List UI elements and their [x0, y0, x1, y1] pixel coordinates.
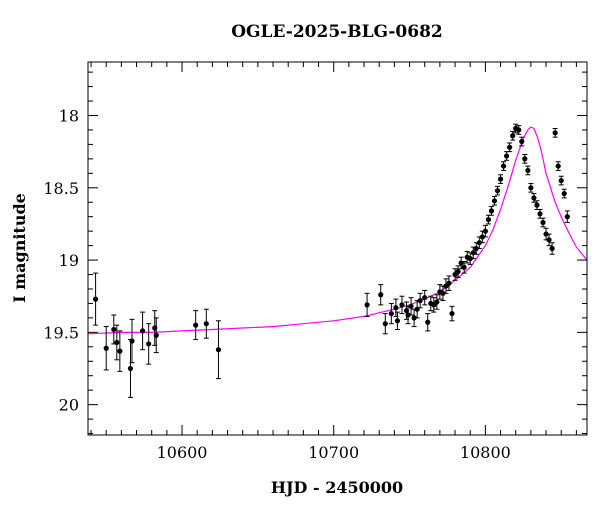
data-point — [203, 321, 209, 327]
data-point — [425, 319, 431, 325]
x-tick-label: 10800 — [460, 443, 511, 462]
data-point — [411, 315, 417, 321]
data-point — [534, 202, 540, 208]
y-tick-label: 20 — [59, 396, 79, 415]
data-point — [467, 256, 473, 262]
y-tick-label: 19 — [59, 251, 79, 270]
data-point — [564, 214, 570, 220]
data-point — [127, 365, 134, 372]
data-point — [215, 347, 222, 353]
data-point — [549, 245, 555, 252]
data-point — [382, 321, 388, 327]
y-tick-label: 19.5 — [43, 323, 79, 342]
data-point — [103, 345, 109, 351]
chart-title: OGLE-2025-BLG-0682 — [231, 22, 443, 42]
data-point — [494, 188, 501, 194]
data-point — [146, 341, 152, 347]
data-point — [528, 185, 534, 191]
data-point — [522, 156, 528, 162]
data-point — [552, 130, 558, 136]
data-point — [479, 234, 485, 240]
data-point — [461, 264, 467, 270]
plot-area: 10600 10700 10800 18 18.5 19 19.5 20 — [43, 61, 588, 462]
data-point — [561, 190, 567, 197]
data-point — [500, 163, 507, 169]
data-point — [394, 318, 401, 324]
data-point — [531, 195, 537, 201]
y-tick-label: 18.5 — [43, 179, 79, 198]
y-tick-label: 18 — [59, 106, 79, 125]
data-point — [440, 290, 446, 296]
data-point — [446, 280, 452, 286]
data-point — [519, 138, 525, 145]
data-point — [393, 305, 399, 311]
data-point — [364, 302, 370, 308]
data-point — [504, 153, 510, 159]
data-point — [388, 310, 394, 317]
data-point — [482, 228, 488, 234]
x-axis-label: HJD - 2450000 — [271, 478, 403, 497]
data-point — [405, 312, 411, 318]
x-tick-label: 10600 — [157, 443, 208, 462]
x-tick-label: 10700 — [308, 443, 359, 462]
data-point — [378, 292, 384, 298]
data-point — [525, 167, 531, 174]
data-point — [193, 322, 199, 328]
data-point — [114, 339, 120, 346]
data-point — [417, 297, 423, 304]
data-point — [497, 176, 504, 182]
data-point — [540, 219, 546, 226]
data-point — [422, 295, 428, 301]
data-point — [537, 211, 543, 217]
data-point — [399, 302, 405, 308]
plot-frame — [87, 61, 588, 436]
data-point — [455, 269, 461, 275]
data-point — [473, 245, 479, 252]
data-point — [111, 326, 117, 333]
data-point — [488, 208, 495, 214]
data-point — [153, 332, 159, 338]
data-point — [434, 299, 440, 305]
model-curve — [87, 126, 588, 335]
y-axis-label: I magnitude — [10, 193, 29, 303]
data-point — [516, 127, 522, 133]
data-point — [129, 338, 135, 344]
data-point — [510, 133, 516, 139]
data-point — [449, 310, 455, 317]
data-point — [507, 144, 513, 150]
data-point — [92, 296, 99, 302]
data-point — [543, 231, 549, 237]
data-point — [555, 163, 561, 169]
data-point — [476, 240, 482, 246]
data-point — [491, 198, 498, 204]
data-point — [117, 348, 123, 354]
data-point — [558, 177, 564, 184]
data-point — [546, 237, 552, 243]
data-point — [408, 303, 414, 309]
data-point — [485, 216, 492, 223]
data-point — [140, 328, 146, 334]
